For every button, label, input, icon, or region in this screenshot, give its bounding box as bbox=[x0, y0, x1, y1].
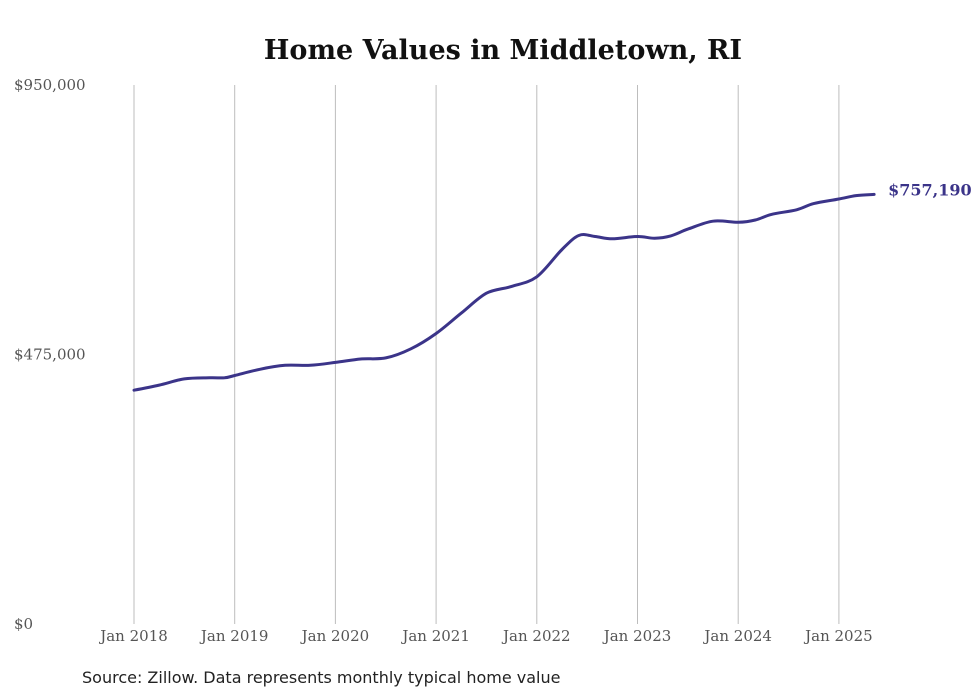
x-tick-label: Jan 2024 bbox=[702, 627, 772, 645]
x-tick-label: Jan 2022 bbox=[501, 627, 571, 645]
source-note: Source: Zillow. Data represents monthly … bbox=[82, 668, 561, 687]
y-tick-label: $950,000 bbox=[14, 76, 86, 94]
y-axis-ticks: $0 $475,000 $950,000 bbox=[14, 76, 86, 633]
chart-title: Home Values in Middletown, RI bbox=[264, 35, 742, 66]
latest-value-label: $757,190 bbox=[888, 180, 972, 199]
y-tick-label: $475,000 bbox=[14, 346, 86, 364]
x-tick-label: Jan 2025 bbox=[803, 627, 873, 645]
gridlines bbox=[133, 85, 840, 624]
y-tick-label: $0 bbox=[14, 615, 33, 633]
x-tick-label: Jan 2021 bbox=[400, 627, 470, 645]
x-axis-ticks: Jan 2018 Jan 2019 Jan 2020 Jan 2021 Jan 2022… bbox=[98, 627, 872, 645]
home-value-line bbox=[132, 192, 876, 392]
x-tick-label: Jan 2023 bbox=[602, 627, 672, 645]
x-tick-label: Jan 2018 bbox=[98, 627, 168, 645]
x-tick-label: Jan 2020 bbox=[300, 627, 370, 645]
x-tick-label: Jan 2019 bbox=[199, 627, 269, 645]
